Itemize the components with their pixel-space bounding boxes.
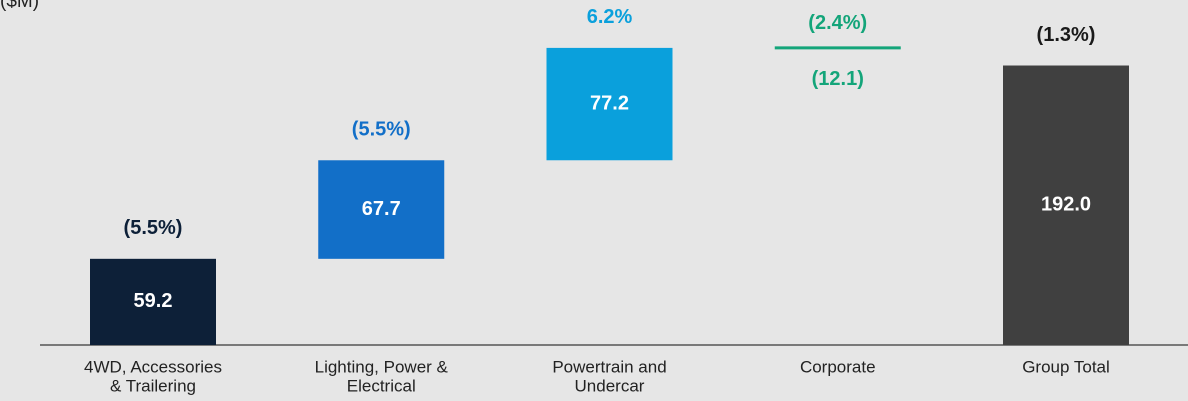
- x-tick-label: Group Total: [1022, 357, 1110, 376]
- value-label: 192.0: [1041, 194, 1091, 216]
- bar: [775, 48, 901, 66]
- bar: [318, 160, 445, 259]
- bar: [90, 258, 216, 345]
- annotation: (2.4%): [808, 12, 867, 34]
- annotation: (5.5%): [352, 119, 411, 141]
- x-tick-label: Lighting, Power &: [315, 357, 449, 376]
- value-label: 59.2: [134, 290, 173, 312]
- x-tick-label: 4WD, Accessories: [84, 357, 222, 376]
- chart-title: ($M): [0, 0, 39, 12]
- value-label: (12.1): [812, 68, 864, 90]
- annotation: (5.5%): [124, 217, 183, 239]
- bar: [546, 47, 673, 161]
- x-tick-label: & Trailering: [110, 376, 196, 395]
- value-label: 77.2: [590, 92, 629, 114]
- x-tick-label: Powertrain and: [552, 357, 666, 376]
- x-tick-label: Electrical: [347, 376, 416, 395]
- annotation: 6.2%: [587, 6, 633, 28]
- x-tick-label: Undercar: [575, 376, 645, 395]
- x-tick-label: Corporate: [800, 357, 876, 376]
- value-label: 67.7: [362, 198, 401, 220]
- annotation: (1.3%): [1037, 24, 1096, 46]
- bar: [1003, 65, 1129, 345]
